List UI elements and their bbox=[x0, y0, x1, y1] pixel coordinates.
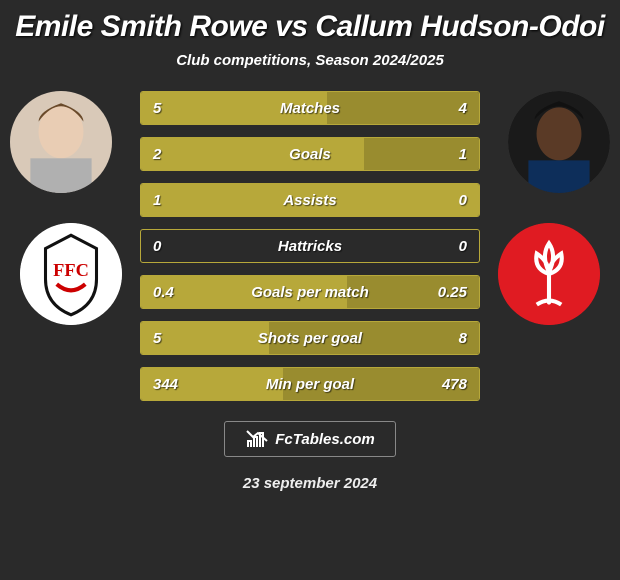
stat-row: 0.4Goals per match0.25 bbox=[140, 275, 480, 309]
stat-right-value: 1 bbox=[399, 146, 479, 163]
stat-left-value: 344 bbox=[141, 376, 221, 393]
stat-right-value: 4 bbox=[399, 100, 479, 117]
stat-label: Assists bbox=[221, 192, 399, 209]
chart-icon bbox=[245, 427, 269, 451]
stat-label: Matches bbox=[221, 100, 399, 117]
stat-left-value: 5 bbox=[141, 100, 221, 117]
stat-left-value: 2 bbox=[141, 146, 221, 163]
stat-row: 0Hattricks0 bbox=[140, 229, 480, 263]
comparison-card: Emile Smith Rowe vs Callum Hudson-Odoi C… bbox=[0, 0, 620, 580]
stat-row: 5Shots per goal8 bbox=[140, 321, 480, 355]
stat-label: Goals per match bbox=[221, 284, 399, 301]
main-area: FFC 5Matches42Goals11Assists00Hattricks0… bbox=[0, 91, 620, 401]
club-left-badge: FFC bbox=[20, 223, 122, 325]
stat-right-value: 0.25 bbox=[399, 284, 479, 301]
stat-row: 1Assists0 bbox=[140, 183, 480, 217]
footer-brand-text: FcTables.com bbox=[275, 431, 374, 448]
stat-left-value: 0 bbox=[141, 238, 221, 255]
stat-label: Min per goal bbox=[221, 376, 399, 393]
stat-right-value: 0 bbox=[399, 238, 479, 255]
player-left-avatar bbox=[10, 91, 112, 193]
club-right-badge bbox=[498, 223, 600, 325]
footer-brand[interactable]: FcTables.com bbox=[224, 421, 396, 457]
stat-right-value: 8 bbox=[399, 330, 479, 347]
stat-label: Goals bbox=[221, 146, 399, 163]
date-text: 23 september 2024 bbox=[0, 475, 620, 492]
subtitle: Club competitions, Season 2024/2025 bbox=[0, 52, 620, 69]
player-right-avatar bbox=[508, 91, 610, 193]
stat-label: Shots per goal bbox=[221, 330, 399, 347]
stat-right-value: 478 bbox=[399, 376, 479, 393]
stat-bars: 5Matches42Goals11Assists00Hattricks00.4G… bbox=[140, 91, 480, 401]
stat-row: 2Goals1 bbox=[140, 137, 480, 171]
svg-text:FFC: FFC bbox=[53, 260, 89, 280]
stat-label: Hattricks bbox=[221, 238, 399, 255]
stat-row: 5Matches4 bbox=[140, 91, 480, 125]
stat-right-value: 0 bbox=[399, 192, 479, 209]
page-title: Emile Smith Rowe vs Callum Hudson-Odoi bbox=[0, 10, 620, 44]
stat-row: 344Min per goal478 bbox=[140, 367, 480, 401]
stat-left-value: 1 bbox=[141, 192, 221, 209]
stat-left-value: 5 bbox=[141, 330, 221, 347]
stat-left-value: 0.4 bbox=[141, 284, 221, 301]
